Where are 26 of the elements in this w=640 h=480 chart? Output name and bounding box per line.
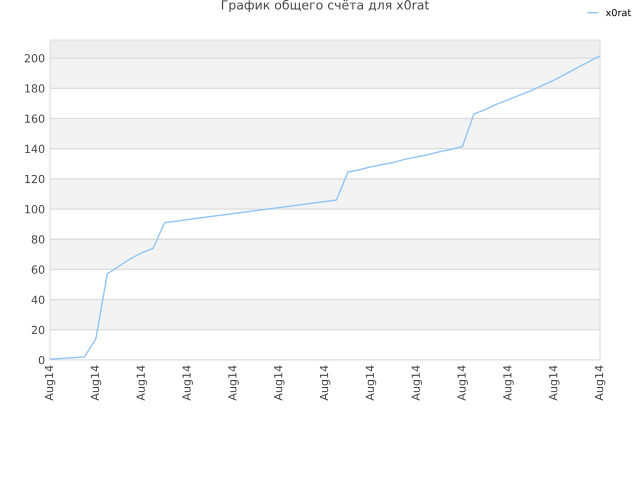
chart-title: График общего счёта для x0rat <box>222 0 429 12</box>
y-tick-label: 140 <box>25 144 44 154</box>
x-tick-label: Aug14 <box>457 365 468 401</box>
y-tick-label: 100 <box>25 205 44 214</box>
y-tick-label: 0 <box>38 356 44 364</box>
x-tick-label: Aug14 <box>90 365 102 401</box>
x-tick-label: Aug14 <box>549 365 560 401</box>
x-tick-label: Aug14 <box>136 365 148 401</box>
x-tick-label: Aug14 <box>594 365 606 401</box>
x-tick-label: Aug14 <box>320 365 330 401</box>
x-tick-label: Aug14 <box>366 365 376 401</box>
x-tick-label: Aug14 <box>274 365 285 401</box>
x-tick-label: Aug14 <box>228 365 239 401</box>
x-tick-label: Aug14 <box>503 365 514 401</box>
x-tick-label: Aug14 <box>44 365 56 401</box>
y-tick-label: 200 <box>24 54 44 62</box>
x-tick-label: Aug14 <box>182 365 193 401</box>
y-tick-label: 40 <box>32 296 44 304</box>
y-tick-label: 20 <box>32 326 44 334</box>
y-tick-label: 60 <box>32 265 44 274</box>
y-tick-label: 80 <box>32 235 44 244</box>
y-tick-label: 180 <box>25 84 44 93</box>
legend-label: x0rat <box>606 8 632 16</box>
y-tick-label: 160 <box>25 114 44 123</box>
x-tick-label: Aug14 <box>412 365 422 401</box>
y-tick-label: 120 <box>25 174 44 184</box>
